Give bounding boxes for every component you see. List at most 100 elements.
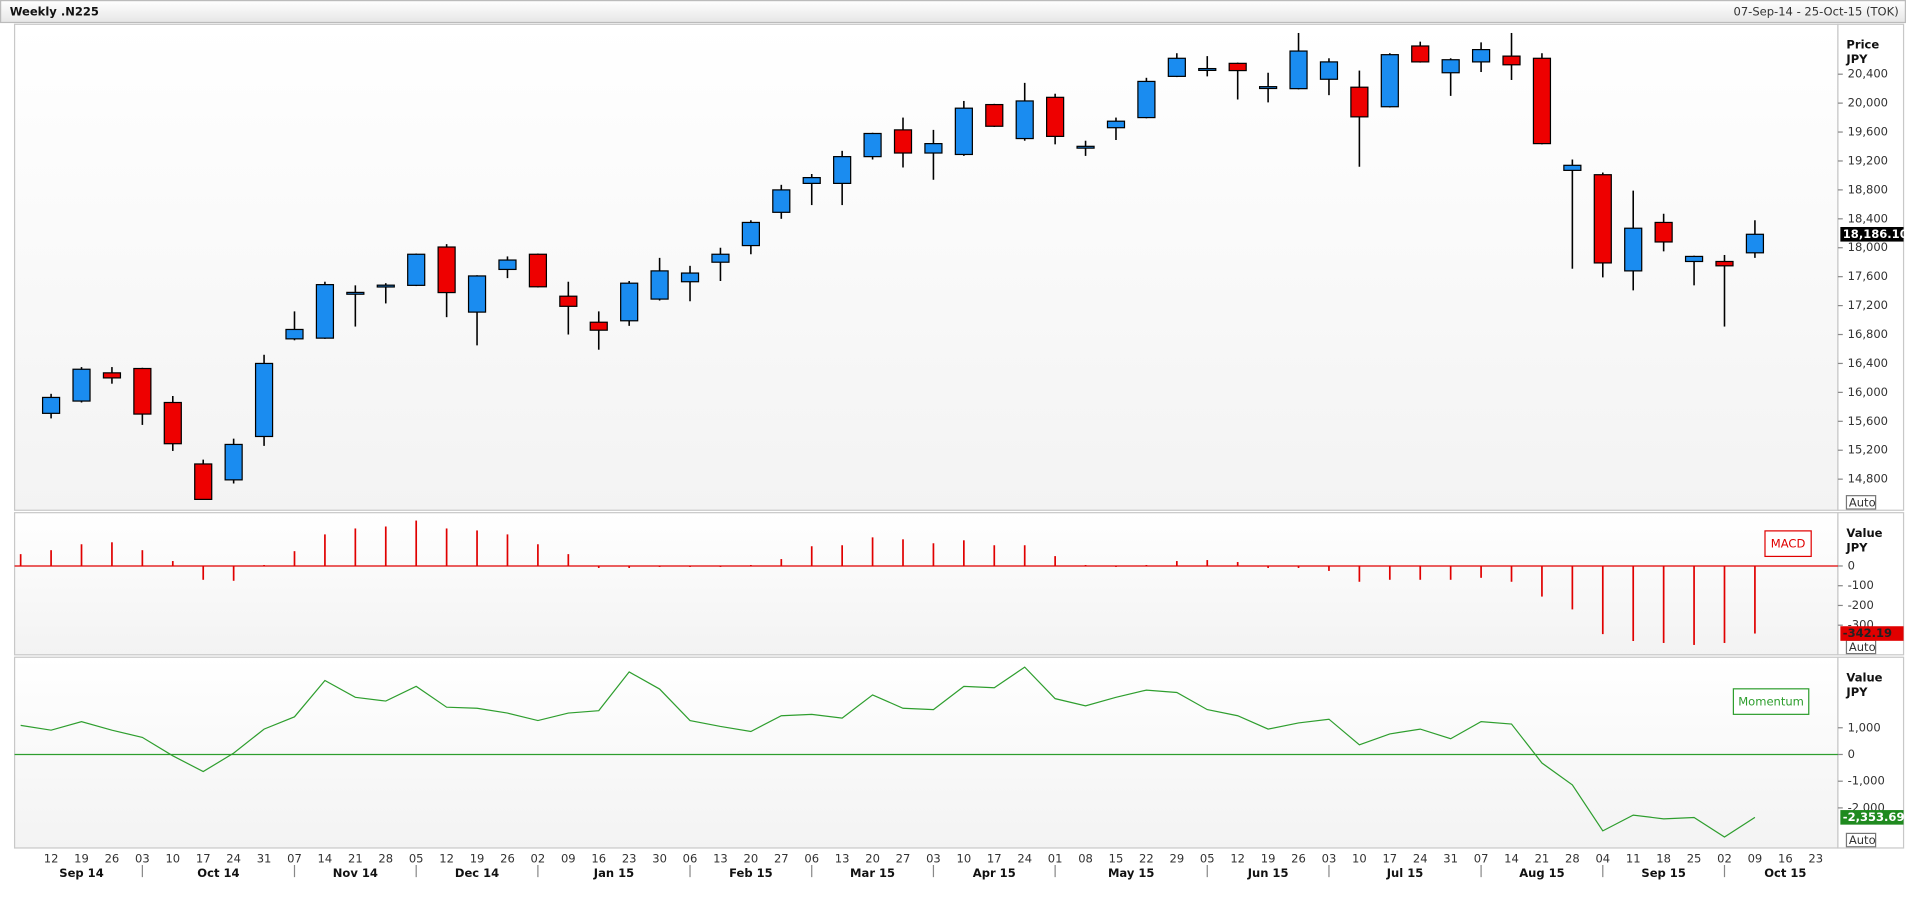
y-tick-label: 18,000 xyxy=(1848,240,1888,254)
chart-subtitle: 07-Sep-14 - 25-Oct-15 (TOK) xyxy=(1733,5,1898,19)
x-tick-label: 26 xyxy=(1291,851,1306,865)
candle-body xyxy=(315,284,335,339)
x-tick-label: 17 xyxy=(987,851,1002,865)
candle-body xyxy=(346,291,365,295)
x-tick-label: 22 xyxy=(1139,851,1154,865)
candle-body xyxy=(802,176,821,184)
y-tick-label: 18,800 xyxy=(1848,182,1888,196)
candle-body xyxy=(194,463,213,501)
candle-body xyxy=(72,368,91,402)
x-tick-label: 03 xyxy=(926,851,941,865)
x-tick-label: 11 xyxy=(1626,851,1641,865)
candle-body xyxy=(224,443,243,481)
x-tick-label: 03 xyxy=(1322,851,1337,865)
month-label: May 15 xyxy=(1108,866,1154,880)
auto-label: Auto xyxy=(1849,833,1876,847)
x-tick-label: 12 xyxy=(1230,851,1245,865)
candle-body xyxy=(467,275,487,313)
y-tick-label: 0 xyxy=(1848,747,1855,761)
candle-body xyxy=(1228,62,1247,72)
x-tick-label: 17 xyxy=(1382,851,1397,865)
candle-body xyxy=(1624,227,1643,272)
y-tick-label: 1,000 xyxy=(1848,720,1881,734)
x-tick-label: 17 xyxy=(196,851,211,865)
candle-body xyxy=(893,129,913,154)
last-value-label: -2,353.69 xyxy=(1843,810,1905,824)
candle-body xyxy=(407,253,426,286)
plot-area xyxy=(13,512,1839,656)
candle-body xyxy=(285,328,304,340)
x-tick-label: 19 xyxy=(1261,851,1276,865)
candle-body xyxy=(1137,80,1156,119)
month-label: Mar 15 xyxy=(850,866,895,880)
month-label: Feb 15 xyxy=(729,866,773,880)
candle-body xyxy=(1289,50,1308,90)
last-value-tag xyxy=(1840,626,1904,641)
x-tick-label: 13 xyxy=(713,851,728,865)
y-tick-label: 16,400 xyxy=(1848,356,1888,370)
x-tick-label: 01 xyxy=(1048,851,1063,865)
y-tick-label: 16,800 xyxy=(1848,327,1888,341)
x-tick-label: 15 xyxy=(1109,851,1124,865)
candle-body xyxy=(254,362,274,438)
x-tick-label: 23 xyxy=(622,851,637,865)
x-tick-label: 23 xyxy=(1808,851,1823,865)
y-tick-label: 19,200 xyxy=(1848,153,1888,167)
x-tick-label: 24 xyxy=(1017,851,1032,865)
last-value-tag xyxy=(1840,810,1904,825)
candle-body xyxy=(528,253,548,288)
header-bar xyxy=(0,0,1906,24)
candle-body xyxy=(41,396,61,414)
y-axis-label: Price xyxy=(1846,37,1879,51)
x-tick-label: 12 xyxy=(44,851,59,865)
candle-body xyxy=(741,221,760,247)
y-tick-label: 15,200 xyxy=(1848,443,1888,457)
x-tick-label: 30 xyxy=(652,851,667,865)
y-axis-unit: JPY xyxy=(1845,52,1868,66)
x-tick-label: 27 xyxy=(774,851,789,865)
month-label: Jan 15 xyxy=(593,866,634,880)
month-label: Apr 15 xyxy=(973,866,1016,880)
x-tick-label: 28 xyxy=(378,851,393,865)
x-tick-label: 09 xyxy=(1748,851,1763,865)
chart-title: Weekly .N225 xyxy=(10,5,99,19)
candle-body xyxy=(1380,54,1399,108)
candle-body xyxy=(985,103,1004,127)
plot-area xyxy=(13,656,1839,849)
legend-box xyxy=(1764,530,1812,558)
last-value-label: -342.19 xyxy=(1843,626,1892,640)
x-tick-label: 19 xyxy=(470,851,485,865)
candle-body xyxy=(1319,61,1339,80)
x-tick-label: 29 xyxy=(1169,851,1184,865)
x-tick-label: 13 xyxy=(835,851,850,865)
candle-body xyxy=(1593,174,1612,264)
x-tick-label: 26 xyxy=(105,851,120,865)
last-value-label: 18,186.10 xyxy=(1843,227,1906,241)
last-value-tag xyxy=(1840,226,1904,242)
candle-body xyxy=(1076,145,1095,149)
x-tick-label: 28 xyxy=(1565,851,1580,865)
auto-box xyxy=(1845,495,1877,510)
auto-label: Auto xyxy=(1849,495,1876,509)
x-tick-label: 14 xyxy=(318,851,333,865)
x-tick-label: 07 xyxy=(1474,851,1489,865)
candle-body xyxy=(589,321,608,331)
y-tick-label: 14,800 xyxy=(1848,472,1888,486)
x-tick-label: 26 xyxy=(500,851,515,865)
candle-body xyxy=(1684,255,1704,263)
candle-body xyxy=(620,282,639,322)
x-tick-label: 20 xyxy=(744,851,759,865)
candle-body xyxy=(833,156,852,184)
auto-label: Auto xyxy=(1849,640,1876,654)
x-tick-label: 21 xyxy=(348,851,363,865)
month-label: Oct 14 xyxy=(197,866,239,880)
month-label: Nov 14 xyxy=(333,866,378,880)
y-axis-unit: JPY xyxy=(1845,685,1868,699)
candle-body xyxy=(102,372,122,379)
candle-body xyxy=(1471,48,1491,63)
legend-label: MACD xyxy=(1771,537,1806,551)
y-tick-label: 20,000 xyxy=(1848,96,1888,110)
candle-body xyxy=(650,270,669,300)
x-tick-label: 20 xyxy=(865,851,880,865)
